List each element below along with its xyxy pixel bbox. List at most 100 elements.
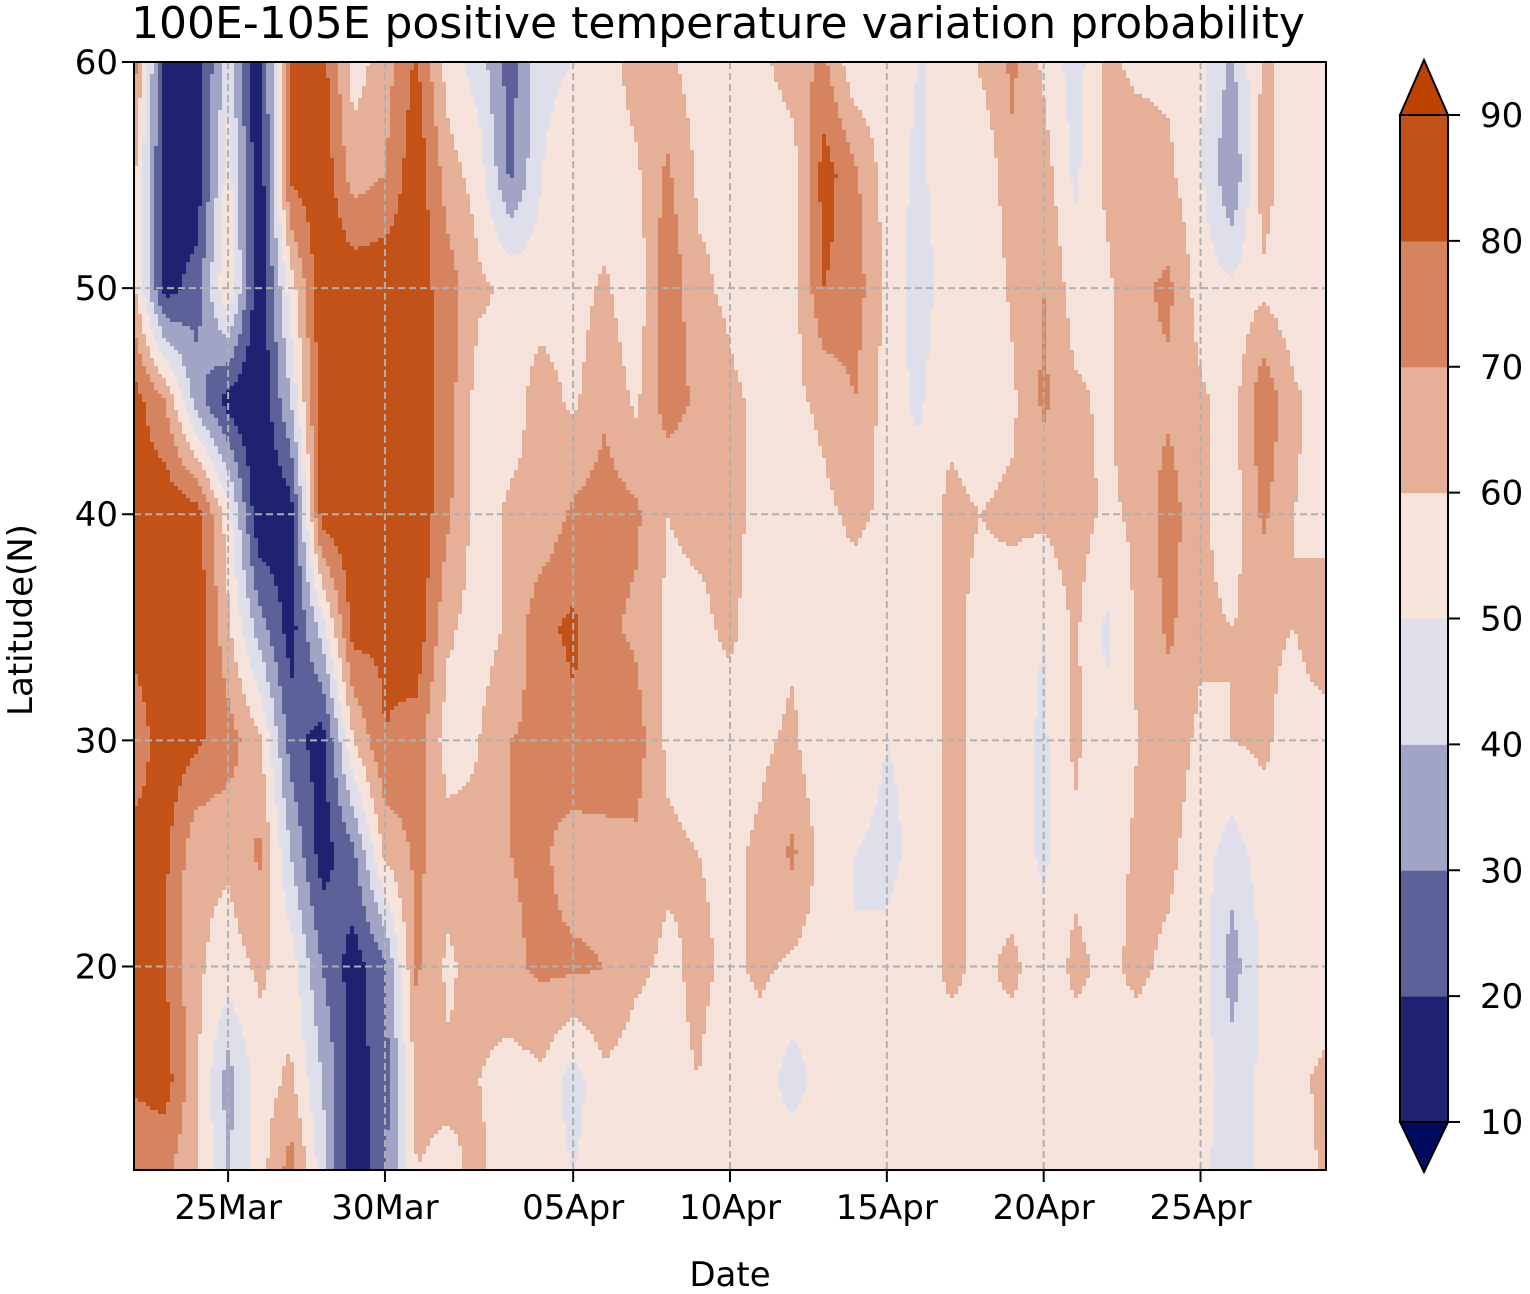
contour-cell bbox=[306, 426, 315, 431]
contour-cell bbox=[658, 318, 683, 323]
contour-cell bbox=[298, 254, 315, 259]
contour-cell bbox=[502, 246, 527, 251]
contour-cell bbox=[1250, 130, 1259, 135]
contour-cell bbox=[862, 198, 879, 203]
contour-cell bbox=[302, 342, 311, 347]
contour-cell bbox=[1094, 474, 1119, 479]
contour-cell bbox=[1114, 446, 1163, 451]
contour-cell bbox=[1222, 94, 1239, 99]
contour-cell bbox=[182, 394, 191, 399]
contour-cell bbox=[1058, 234, 1107, 239]
contour-cell bbox=[454, 402, 471, 407]
contour-cell bbox=[642, 334, 659, 339]
contour-cell bbox=[622, 78, 683, 83]
contour-cell bbox=[270, 406, 283, 411]
contour-cell bbox=[154, 62, 159, 67]
contour-cell bbox=[1254, 402, 1279, 407]
contour-cell bbox=[314, 294, 435, 299]
contour-cell bbox=[1102, 190, 1179, 195]
contour-cell bbox=[558, 378, 583, 383]
contour-cell bbox=[1274, 190, 1326, 195]
contour-cell bbox=[186, 410, 199, 415]
contour-cell bbox=[1218, 150, 1239, 155]
contour-cell bbox=[290, 178, 335, 183]
contour-cell bbox=[1098, 486, 1119, 491]
contour-cell bbox=[646, 262, 659, 267]
contour-cell bbox=[1298, 466, 1326, 471]
contour-cell bbox=[1222, 126, 1239, 131]
contour-cell bbox=[810, 270, 823, 275]
contour-cell bbox=[286, 346, 295, 351]
contour-cell bbox=[254, 294, 267, 299]
contour-cell bbox=[454, 482, 471, 487]
contour-cell bbox=[526, 390, 563, 395]
contour-cell bbox=[454, 486, 471, 491]
contour-cell bbox=[814, 66, 831, 71]
contour-cell bbox=[694, 178, 799, 183]
contour-cell bbox=[242, 478, 251, 483]
contour-cell bbox=[1226, 78, 1235, 83]
contour-cell bbox=[822, 342, 863, 347]
contour-cell bbox=[1270, 366, 1295, 371]
contour-cell bbox=[286, 186, 295, 191]
contour-cell bbox=[862, 310, 883, 315]
contour-cell bbox=[678, 214, 699, 219]
contour-cell bbox=[590, 474, 619, 479]
contour-cell bbox=[390, 94, 411, 99]
contour-cell bbox=[162, 122, 203, 127]
contour-cell bbox=[1050, 374, 1083, 379]
contour-cell bbox=[862, 246, 883, 251]
contour-cell bbox=[402, 186, 427, 191]
contour-cell bbox=[862, 338, 883, 343]
contour-cell bbox=[278, 366, 287, 371]
contour-cell bbox=[282, 202, 291, 207]
contour-cell bbox=[670, 154, 695, 159]
contour-cell bbox=[270, 238, 279, 243]
contour-cell bbox=[286, 282, 295, 287]
contour-cell bbox=[642, 210, 663, 215]
contour-cell bbox=[274, 174, 279, 179]
contour-cell bbox=[134, 338, 139, 343]
contour-cell bbox=[446, 82, 471, 87]
contour-cell bbox=[430, 218, 447, 223]
contour-cell bbox=[222, 330, 231, 335]
contour-cell bbox=[282, 314, 291, 319]
contour-cell bbox=[1254, 314, 1275, 319]
contour-cell bbox=[934, 282, 1007, 287]
contour-cell bbox=[290, 206, 307, 211]
contour-cell bbox=[510, 482, 587, 487]
contour-cell bbox=[1182, 206, 1207, 211]
contour-cell bbox=[310, 226, 343, 231]
contour-cell bbox=[1014, 342, 1043, 347]
contour-cell bbox=[266, 226, 271, 231]
contour-cell bbox=[798, 158, 811, 163]
contour-cell bbox=[282, 290, 287, 295]
contour-cell bbox=[190, 394, 207, 399]
contour-cell bbox=[282, 302, 291, 307]
contour-cell bbox=[154, 338, 167, 343]
contour-cell bbox=[642, 362, 659, 367]
contour-cell bbox=[638, 150, 695, 155]
contour-cell bbox=[794, 134, 811, 139]
contour-cell bbox=[434, 366, 459, 371]
contour-cell bbox=[1102, 74, 1127, 79]
contour-cell bbox=[134, 226, 143, 231]
contour-cell bbox=[398, 210, 431, 215]
contour-cell bbox=[534, 354, 551, 359]
contour-cell bbox=[230, 298, 239, 303]
contour-cell bbox=[810, 162, 819, 167]
contour-cell bbox=[1066, 294, 1115, 299]
contour-cell bbox=[162, 130, 203, 135]
contour-cell bbox=[526, 422, 663, 427]
contour-cell bbox=[206, 390, 227, 395]
contour-cell bbox=[302, 462, 311, 467]
contour-cell bbox=[506, 494, 575, 499]
contour-cell bbox=[514, 130, 531, 135]
contour-cell bbox=[218, 446, 231, 451]
contour-cell bbox=[554, 98, 627, 103]
contour-cell bbox=[530, 134, 547, 139]
contour-cell bbox=[154, 334, 163, 339]
contour-cell bbox=[426, 150, 439, 155]
contour-cell bbox=[286, 342, 295, 347]
contour-cell bbox=[350, 186, 371, 191]
